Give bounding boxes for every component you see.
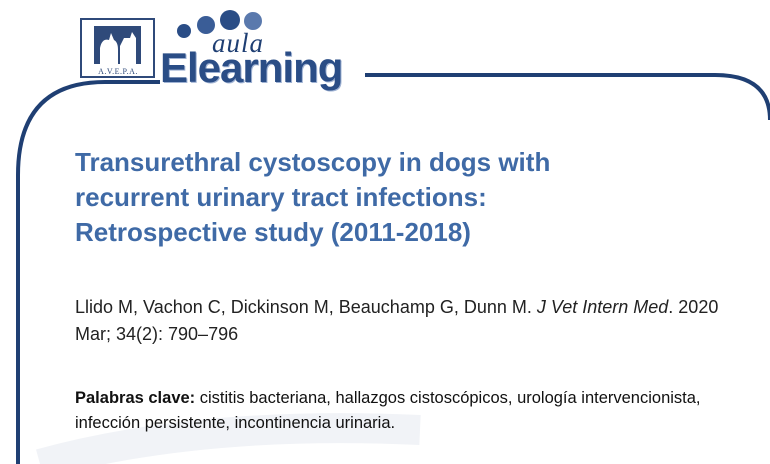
title-line: Retrospective study (2011-2018) [75, 217, 471, 247]
title-line: Transurethral cystoscopy in dogs with [75, 147, 551, 177]
decorative-dots-icon [177, 10, 262, 38]
brand-main: Elearning [160, 44, 343, 91]
citation-journal: J Vet Intern Med [536, 297, 669, 317]
article-title: Transurethral cystoscopy in dogs with re… [75, 145, 715, 250]
brand-script: aula [212, 28, 265, 58]
keywords: Palabras clave: cistitis bacteriana, hal… [75, 386, 735, 436]
keywords-text: cistitis bacteriana, hallazgos cistoscóp… [75, 389, 701, 432]
logo-caption: A.V.E.P.A. [98, 67, 138, 76]
citation-authors: Llido M, Vachon C, Dickinson M, Beaucham… [75, 297, 532, 317]
avepa-logo [80, 18, 155, 78]
citation: Llido M, Vachon C, Dickinson M, Beaucham… [75, 294, 735, 348]
title-line: recurrent urinary tract infections: [75, 182, 487, 212]
keywords-label: Palabras clave: [75, 389, 196, 407]
citation-details: . 2020 Mar; 34(2): 790–796 [75, 297, 719, 344]
